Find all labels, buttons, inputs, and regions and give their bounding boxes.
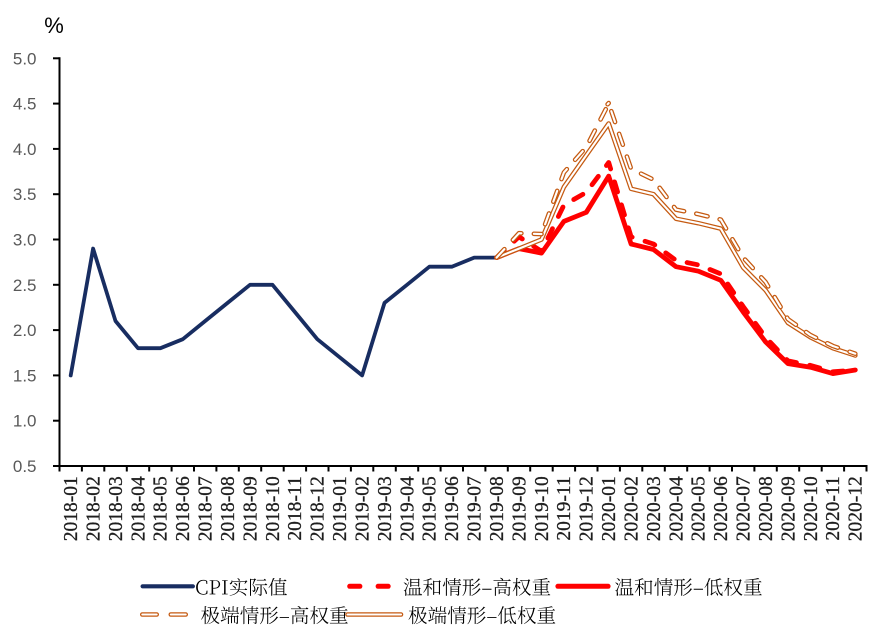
svg-text:5.0: 5.0 (13, 49, 37, 68)
svg-text:2018-06: 2018-06 (173, 476, 194, 541)
svg-text:2019-06: 2019-06 (442, 476, 463, 541)
svg-text:2020-04: 2020-04 (666, 476, 687, 541)
svg-text:2019-12: 2019-12 (577, 476, 598, 541)
svg-text:0.5: 0.5 (13, 457, 37, 476)
svg-text:2020-12: 2020-12 (846, 476, 867, 541)
svg-text:2018-12: 2018-12 (308, 476, 329, 541)
svg-text:2019-04: 2019-04 (397, 476, 418, 541)
svg-text:2018-02: 2018-02 (83, 476, 104, 541)
svg-text:2020-07: 2020-07 (734, 476, 755, 541)
svg-text:2019-10: 2019-10 (532, 476, 553, 541)
svg-text:2018-09: 2018-09 (240, 476, 261, 541)
svg-text:2020-05: 2020-05 (689, 476, 710, 541)
svg-text:2018-03: 2018-03 (106, 476, 127, 541)
svg-text:2019-02: 2019-02 (352, 476, 373, 541)
svg-text:2019-07: 2019-07 (465, 476, 486, 541)
svg-text:2019-01: 2019-01 (330, 476, 351, 541)
svg-text:2018-04: 2018-04 (128, 476, 149, 541)
svg-text:2020-06: 2020-06 (711, 476, 732, 541)
svg-text:2018-10: 2018-10 (263, 476, 284, 541)
svg-text:4.0: 4.0 (13, 140, 37, 159)
svg-text:2020-03: 2020-03 (644, 476, 665, 541)
svg-text:3.5: 3.5 (13, 185, 37, 204)
svg-text:2018-07: 2018-07 (196, 476, 217, 541)
svg-text:2019-05: 2019-05 (420, 476, 441, 541)
svg-text:%: % (44, 13, 64, 38)
svg-text:2020-02: 2020-02 (621, 476, 642, 541)
svg-text:2018-01: 2018-01 (61, 476, 82, 541)
svg-text:2020-08: 2020-08 (756, 476, 777, 541)
svg-text:2020-09: 2020-09 (778, 476, 799, 541)
svg-text:2019-08: 2019-08 (487, 476, 508, 541)
svg-text:2.5: 2.5 (13, 276, 37, 295)
svg-text:2020-01: 2020-01 (599, 476, 620, 541)
svg-text:2018-08: 2018-08 (218, 476, 239, 541)
svg-text:2019-03: 2019-03 (375, 476, 396, 541)
svg-text:3.0: 3.0 (13, 231, 37, 250)
svg-text:2018-11: 2018-11 (285, 476, 306, 540)
svg-text:2019-09: 2019-09 (509, 476, 530, 541)
svg-text:2019-11: 2019-11 (554, 476, 575, 540)
svg-text:4.5: 4.5 (13, 95, 37, 114)
svg-text:2020-10: 2020-10 (801, 476, 822, 541)
svg-text:2018-05: 2018-05 (151, 476, 172, 541)
svg-text:2.0: 2.0 (13, 321, 37, 340)
svg-text:2020-11: 2020-11 (823, 476, 844, 540)
svg-text:1.5: 1.5 (13, 366, 37, 385)
svg-text:1.0: 1.0 (13, 412, 37, 431)
